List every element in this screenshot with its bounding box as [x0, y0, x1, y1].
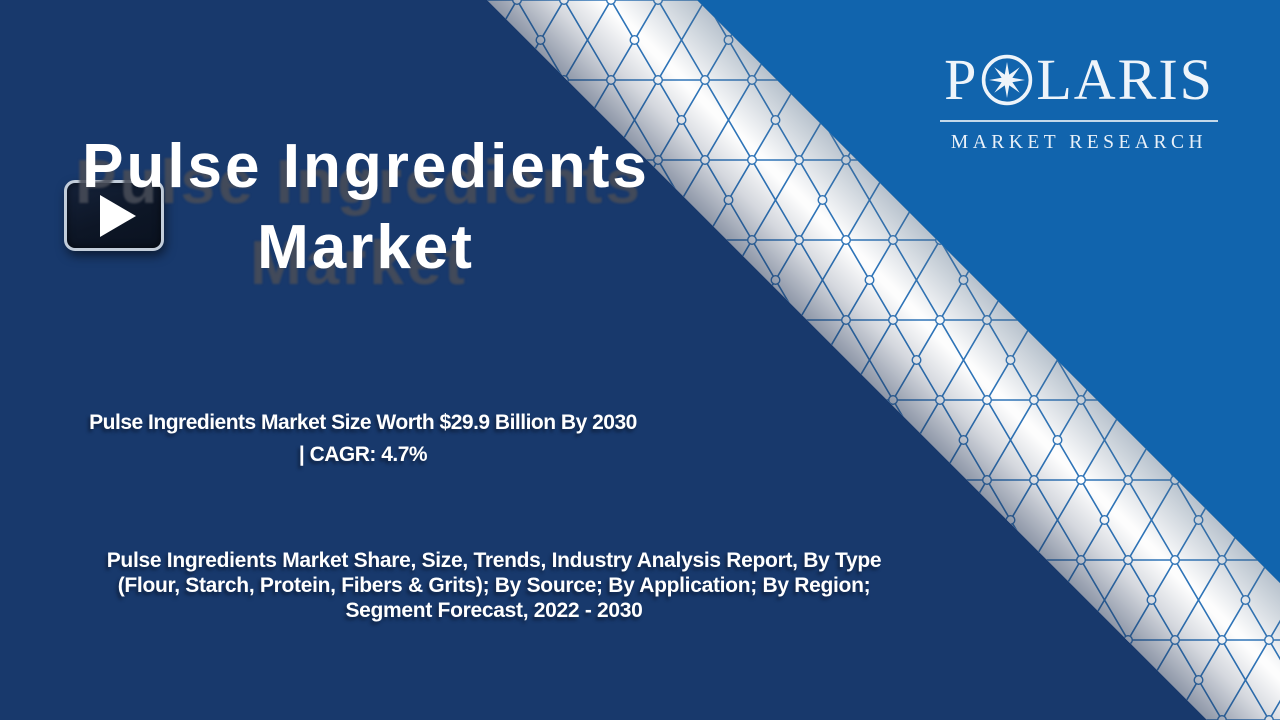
- headline-line1: Pulse Ingredients Market Size Worth $29.…: [89, 411, 637, 434]
- description-line3: Segment Forecast, 2022 - 2030: [345, 599, 643, 622]
- description-line1: Pulse Ingredients Market Share, Size, Tr…: [106, 549, 882, 572]
- slide-title-line1: Pulse Ingredients: [82, 132, 650, 201]
- polaris-logo: P LARIS MARKET RESEARCH: [933, 46, 1225, 154]
- headline-line2: | CAGR: 4.7%: [298, 443, 428, 466]
- logo-divider: [940, 120, 1218, 122]
- play-icon: [99, 194, 136, 237]
- polaris-star-icon: [982, 54, 1033, 105]
- slide-title: Pulse Ingredients Market: [0, 126, 732, 288]
- description-line2: (Flour, Starch, Protein, Fibers & Grits)…: [117, 574, 871, 597]
- market-size-headline: Pulse Ingredients Market Size Worth $29.…: [38, 407, 688, 471]
- slide-title-line2: Market: [257, 213, 475, 282]
- report-description: Pulse Ingredients Market Share, Size, Tr…: [44, 548, 944, 623]
- wordmark-prefix: P: [944, 47, 979, 112]
- logo-tagline: MARKET RESEARCH: [950, 132, 1208, 153]
- polaris-wordmark: P LARIS: [933, 46, 1225, 113]
- play-button[interactable]: [64, 180, 164, 251]
- wordmark-suffix: LARIS: [1036, 47, 1214, 112]
